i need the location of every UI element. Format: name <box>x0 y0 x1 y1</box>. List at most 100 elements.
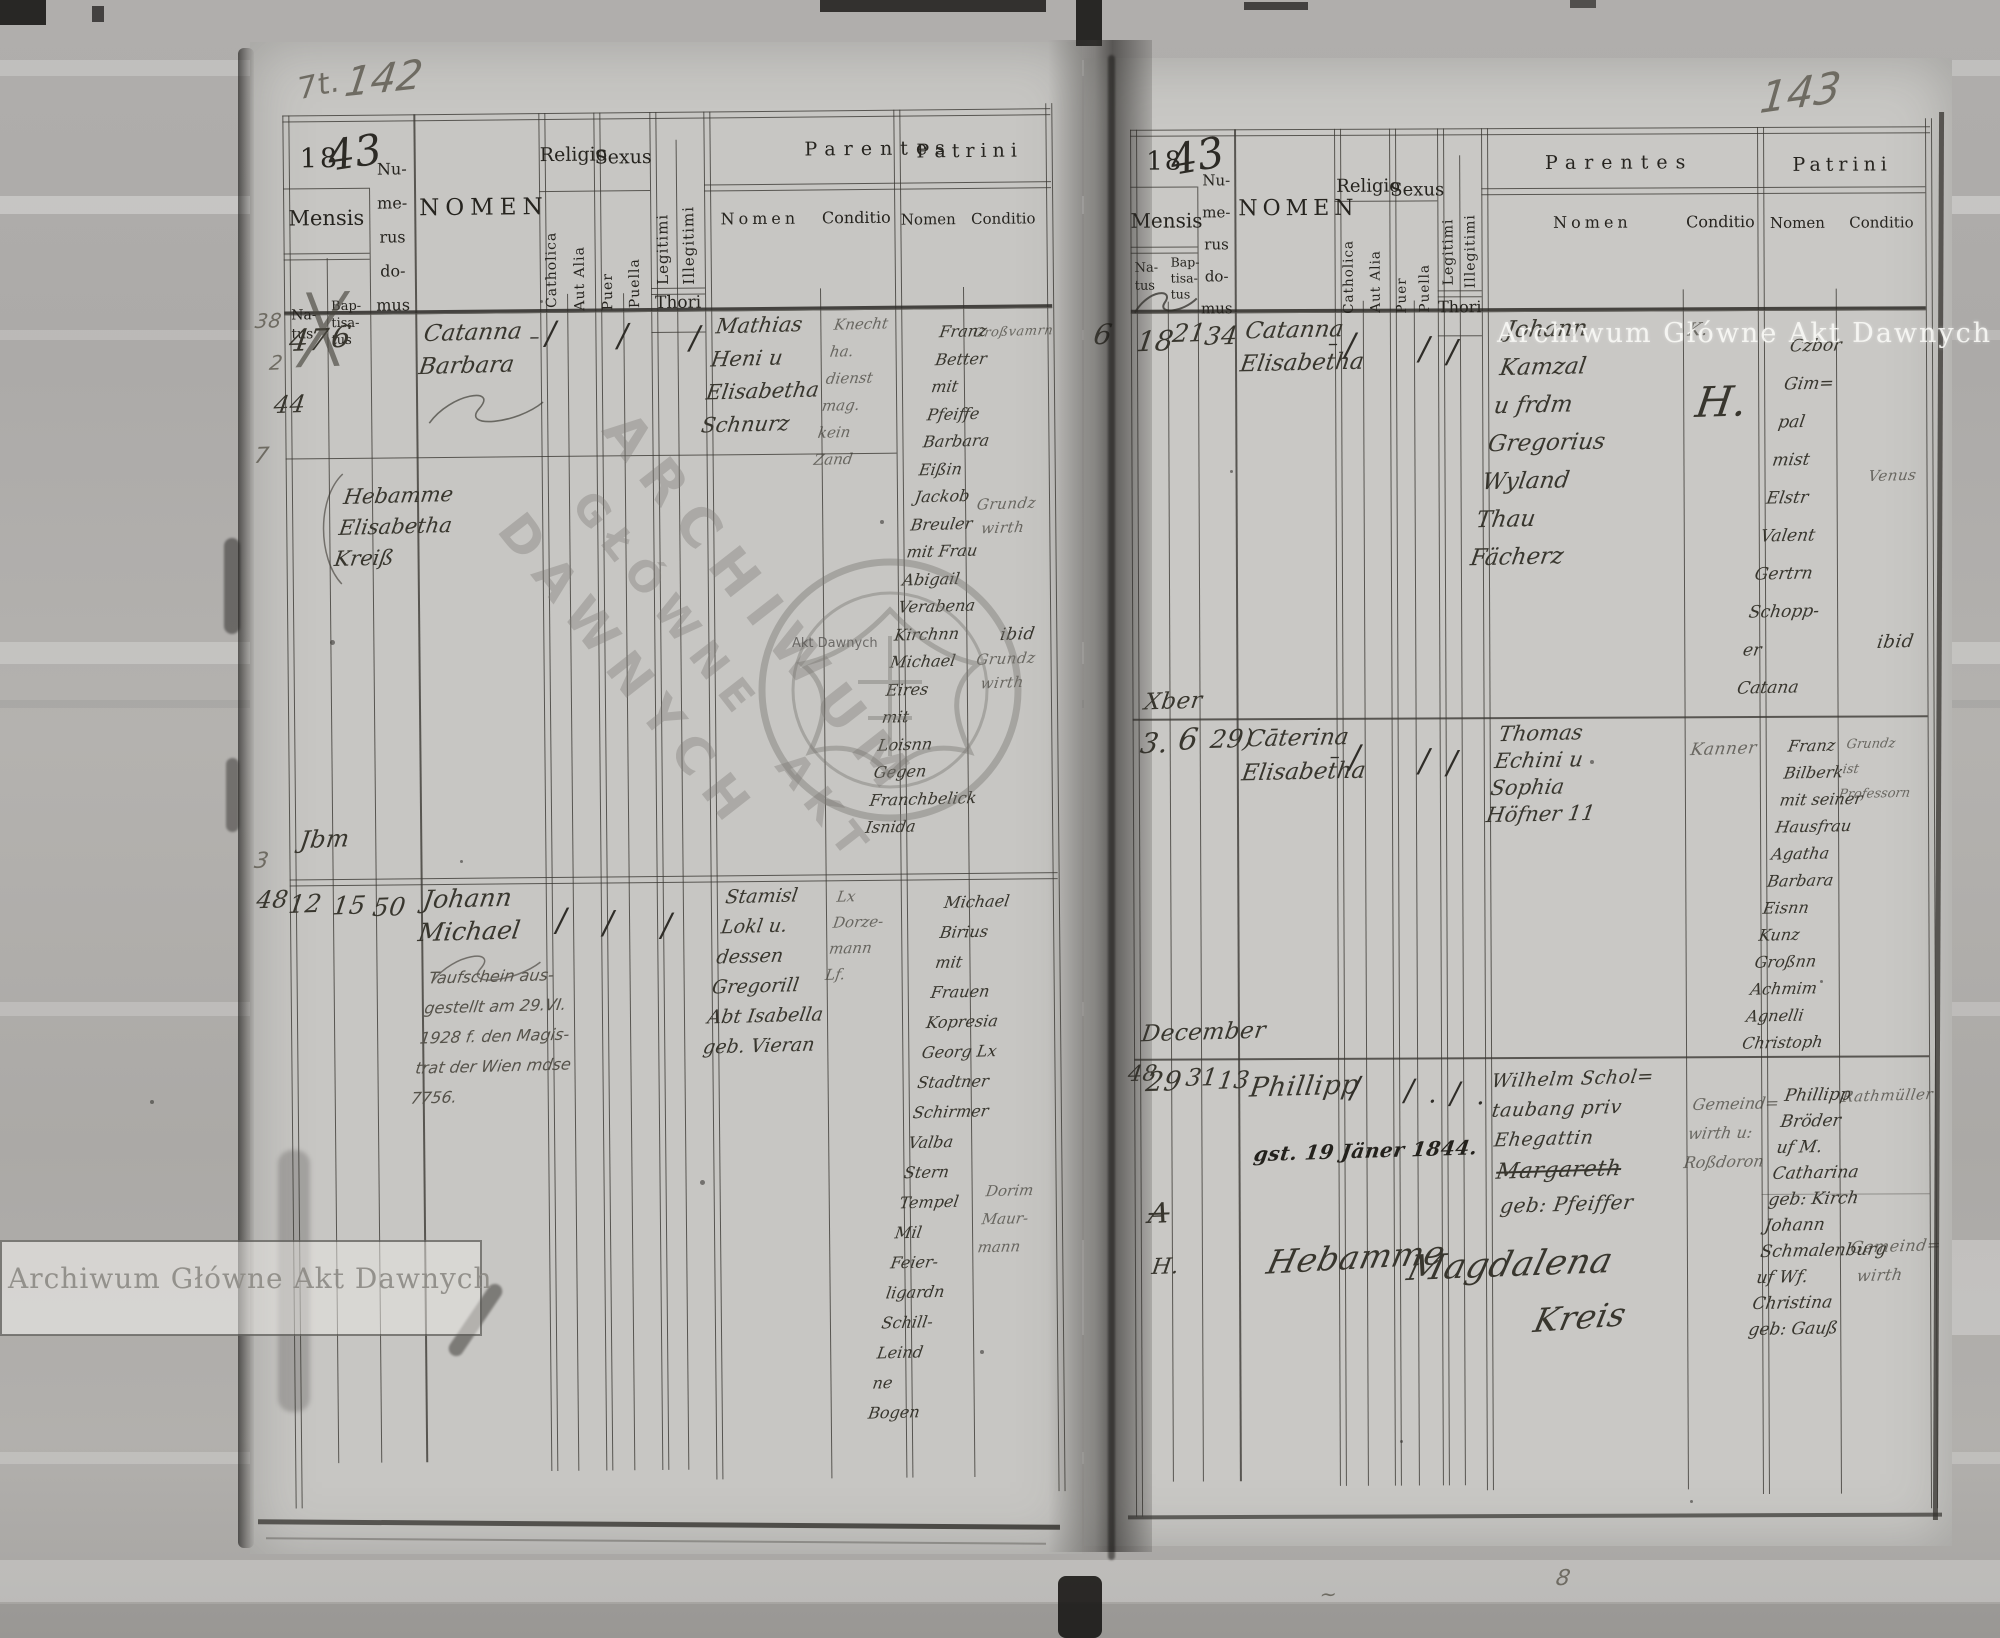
header-parentes-conditio: Conditio <box>821 207 891 228</box>
handwritten-line: Professorn <box>1837 785 1912 803</box>
table-line <box>1481 186 1926 196</box>
table-line <box>289 872 1058 887</box>
right-page-paper <box>1084 58 1952 1546</box>
tick-mark: – <box>529 324 540 349</box>
handwritten-line: gestellt am 29.VI. <box>423 994 568 1018</box>
handwritten-line: Knecht <box>832 314 890 334</box>
record3-baptisatus: 31 <box>1184 1062 1220 1092</box>
margin-number: 3 <box>252 848 271 875</box>
header-numerus-domus: Nu-me-rus do-mus <box>372 152 414 322</box>
table-line <box>703 181 1052 192</box>
record1-patrini-conditio: wirth <box>979 517 1026 538</box>
handwritten-line: Tempel <box>898 1191 961 1213</box>
handwritten-line: u frdm <box>1492 391 1575 420</box>
tick-dot: . <box>1476 1081 1485 1112</box>
handwritten-line: Fächerz <box>1468 543 1566 572</box>
record1-baptisatus: 21 <box>1170 317 1208 348</box>
tick-mark: ∕ <box>545 313 557 353</box>
handwritten-line: Catanna <box>422 318 524 348</box>
speck <box>150 1100 154 1104</box>
handwritten-line: Wyland <box>1480 467 1572 496</box>
handwritten-line: Gemeind= <box>1691 1093 1781 1115</box>
record3-midwife: Kreis <box>1530 1294 1631 1341</box>
header-patrini-nomen: Nomen <box>1769 213 1825 232</box>
handwritten-line: Dorim <box>984 1180 1035 1201</box>
handwritten-line: Johann <box>1763 1214 1827 1237</box>
speck <box>980 1350 984 1354</box>
handwritten-line: uf M. <box>1775 1137 1824 1159</box>
scan-blot <box>92 6 104 22</box>
header-patrini-conditio: Conditio <box>1849 213 1914 232</box>
handwritten-line: ne <box>871 1373 894 1393</box>
header-nomen: NOMEN <box>1238 195 1359 222</box>
table-line <box>1362 300 1370 1486</box>
speck <box>1230 470 1233 473</box>
record3-monogram: H. <box>1150 1254 1182 1281</box>
handwritten-line: Catana <box>1735 677 1801 699</box>
record3-midwife: Magdalena <box>1403 1241 1618 1290</box>
table-line <box>649 111 670 1470</box>
handwritten-line: Kopresia <box>925 1011 1000 1033</box>
flourish <box>322 473 344 585</box>
record3-patrini-conditio: wirth <box>1855 1264 1905 1286</box>
handwritten-line: Birius <box>938 921 990 942</box>
record3-parentes-nomen: Ehegattin <box>1492 1126 1596 1152</box>
scan-blot <box>820 0 1046 12</box>
handwritten-line: Barbara <box>921 430 991 452</box>
handwritten-line: Hebamme <box>342 482 455 509</box>
handwritten-line: Stern <box>902 1162 951 1183</box>
watermark-small-caption: Akt Dawnych <box>792 636 878 651</box>
handwritten-line: ligardn <box>884 1281 946 1303</box>
watermark-top-right: Archiwum Główne Akt Dawnych <box>1497 318 1993 349</box>
tick-mark: ∕ <box>1446 332 1458 371</box>
header-aut-alia: Aut Alia <box>571 246 589 311</box>
header-sexus: Sexus <box>1390 179 1445 201</box>
header-puella: Puella <box>626 258 644 309</box>
handwritten-line: me- <box>377 193 408 213</box>
header-numerus-domus: Nu-me-rus do-mus <box>1200 164 1233 324</box>
header-legitimi: Legitimi <box>1440 218 1457 286</box>
tick-mark: ∕ <box>1349 737 1361 776</box>
handwritten-line: Gim= <box>1782 373 1836 395</box>
watermark-eagle-emblem <box>758 558 1022 822</box>
tick-mark: ∕ <box>602 903 615 942</box>
handwritten-line: Frauen <box>929 981 991 1003</box>
speck <box>460 860 463 863</box>
handwritten-line: er <box>1741 640 1763 661</box>
handwritten-line: 7756. <box>409 1087 459 1108</box>
speck <box>1690 1500 1693 1503</box>
handwritten-line: Nu- <box>1202 171 1231 190</box>
speck <box>1820 980 1823 983</box>
handwritten-line: Valent <box>1759 525 1817 547</box>
margin-number: 2 <box>267 350 285 375</box>
handwritten-line: Barbara <box>1765 870 1835 891</box>
header-mensis: Mensis <box>288 205 365 231</box>
tick-mark: ∕ <box>1418 741 1430 780</box>
handwritten-line: Michael <box>416 915 523 948</box>
handwritten-line: geb: Gauß <box>1746 1318 1840 1341</box>
month-note-december: December <box>1139 1017 1268 1048</box>
handwritten-line: Agatha <box>1770 843 1831 864</box>
record2-baptisatus: 15 <box>330 890 368 921</box>
speck <box>1590 760 1594 764</box>
header-nomen: NOMEN <box>419 194 549 222</box>
handwritten-line: dessen <box>714 944 785 969</box>
handwritten-line: Stadtner <box>916 1071 991 1093</box>
header-patrini-conditio: Conditio <box>971 209 1036 228</box>
record1-parentes-nomen: Mathias Heni u Elisabetha Schnurz <box>699 307 831 442</box>
handwritten-line: Christina <box>1750 1292 1834 1315</box>
margin-number: 38 <box>253 308 284 334</box>
speck <box>1400 1440 1403 1443</box>
margin-number: 44 <box>272 389 308 420</box>
handwritten-line: Schopp- <box>1747 601 1821 623</box>
binding-fold-line <box>1108 55 1115 1560</box>
header-religio: Religio <box>539 143 608 167</box>
handwritten-line: Feier- <box>889 1252 940 1273</box>
speck <box>700 1180 705 1185</box>
margin-number: 7 <box>252 443 271 470</box>
speck <box>880 520 884 524</box>
record2-parentes-conditio: Kanner <box>1689 738 1759 761</box>
handwritten-line: Elisabetha <box>337 512 454 541</box>
header-aut-alia: Aut Alia <box>1367 250 1384 313</box>
header-patrini: Patrini <box>916 139 1023 163</box>
